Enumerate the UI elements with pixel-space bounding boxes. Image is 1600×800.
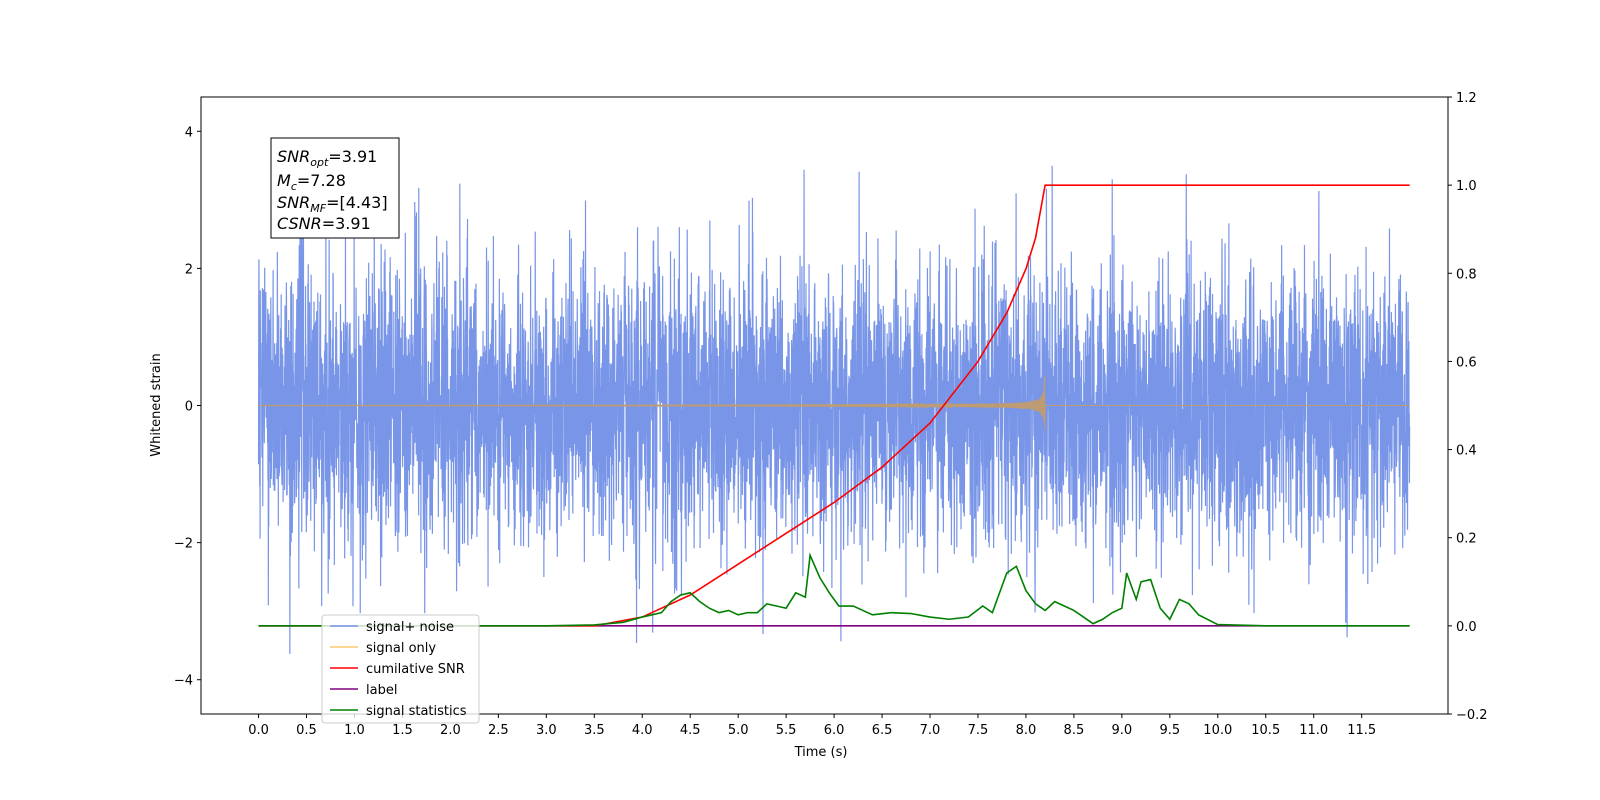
y-tick-label: −2 <box>174 537 193 552</box>
legend-label-signal-statistics: signal statistics <box>366 704 467 719</box>
y-axis-left-ticks: −4 −2 0 2 4 <box>174 125 201 689</box>
x-tick-label: 2.5 <box>488 723 509 738</box>
legend-label-signal-only: signal only <box>366 641 436 656</box>
y-tick-label: 2 <box>185 262 193 277</box>
cumulative-snr-line <box>258 184 1410 627</box>
x-tick-label: 7.5 <box>968 723 989 738</box>
series-signal-only <box>258 376 1410 430</box>
y-right-tick-label: 0.6 <box>1456 355 1477 370</box>
y-axis-label: Whitened strain <box>149 353 164 456</box>
y-right-tick-label: 1.0 <box>1456 179 1477 194</box>
x-axis-label: Time (s) <box>794 745 848 760</box>
signal-only-line <box>258 376 1410 430</box>
x-tick-label: 2.0 <box>440 723 461 738</box>
series-signal-noise <box>257 165 1411 655</box>
x-tick-label: 11.0 <box>1299 723 1328 738</box>
y-right-tick-label: 0.2 <box>1456 532 1477 547</box>
x-tick-label: 0.5 <box>296 723 317 738</box>
legend: signal+ noise signal only cumilative SNR… <box>321 614 480 724</box>
legend-label-cumulative-snr: cumilative SNR <box>366 662 465 677</box>
x-tick-label: 4.5 <box>680 723 701 738</box>
annotation-mc: Mc=7.28 <box>277 171 346 193</box>
x-axis-ticks: 0.0 0.5 1.0 1.5 2.0 2.5 3.0 3.5 4.0 4.5 5.0 5.5 6.0 6… <box>248 714 1376 738</box>
legend-label-signal-noise: signal+ noise <box>366 620 454 635</box>
y-axis-right-ticks: −0.2 0.0 0.2 0.4 0.6 0.8 1.0 1.2 <box>1448 91 1488 723</box>
x-tick-label: 3.5 <box>584 723 605 738</box>
x-tick-label: 5.5 <box>776 723 797 738</box>
x-tick-label: 1.5 <box>392 723 413 738</box>
x-tick-label: 11.5 <box>1347 723 1376 738</box>
y-tick-label: −4 <box>174 674 193 689</box>
annotation-snr-mf: SNRMF=[4.43] <box>277 193 388 215</box>
x-tick-label: 0.0 <box>248 723 269 738</box>
annotation-frame <box>270 137 400 239</box>
y-tick-label: 4 <box>185 125 193 140</box>
annotation-box: SNRopt=3.91 Mc=7.28 SNRMF=[4.43] CSNR=3.… <box>270 137 400 239</box>
y-right-tick-label: 1.2 <box>1456 91 1477 106</box>
y-right-tick-label: 0.8 <box>1456 267 1477 282</box>
x-tick-label: 10.5 <box>1251 723 1280 738</box>
signal-noise-line <box>257 165 1411 655</box>
x-tick-label: 1.0 <box>344 723 365 738</box>
y-right-tick-label: −0.2 <box>1456 708 1488 723</box>
x-tick-label: 6.5 <box>872 723 893 738</box>
x-tick-label: 8.5 <box>1064 723 1085 738</box>
x-tick-label: 5.0 <box>728 723 749 738</box>
x-tick-label: 9.5 <box>1159 723 1180 738</box>
x-tick-label: 6.0 <box>824 723 845 738</box>
y-right-tick-label: 0.4 <box>1456 444 1477 459</box>
annotation-snr-opt: SNRopt=3.91 <box>277 147 377 169</box>
legend-label-label: label <box>366 683 397 698</box>
x-tick-label: 8.0 <box>1016 723 1037 738</box>
legend-frame <box>321 614 480 724</box>
x-tick-label: 7.0 <box>920 723 941 738</box>
x-tick-label: 4.0 <box>632 723 653 738</box>
x-tick-label: 9.0 <box>1112 723 1133 738</box>
y-right-tick-label: 0.0 <box>1456 620 1477 635</box>
signal-statistics-line <box>258 552 1410 627</box>
annotation-csnr: CSNR=3.91 <box>277 214 371 233</box>
x-tick-label: 3.0 <box>536 723 557 738</box>
y-tick-label: 0 <box>185 400 193 415</box>
x-tick-label: 10.0 <box>1203 723 1232 738</box>
